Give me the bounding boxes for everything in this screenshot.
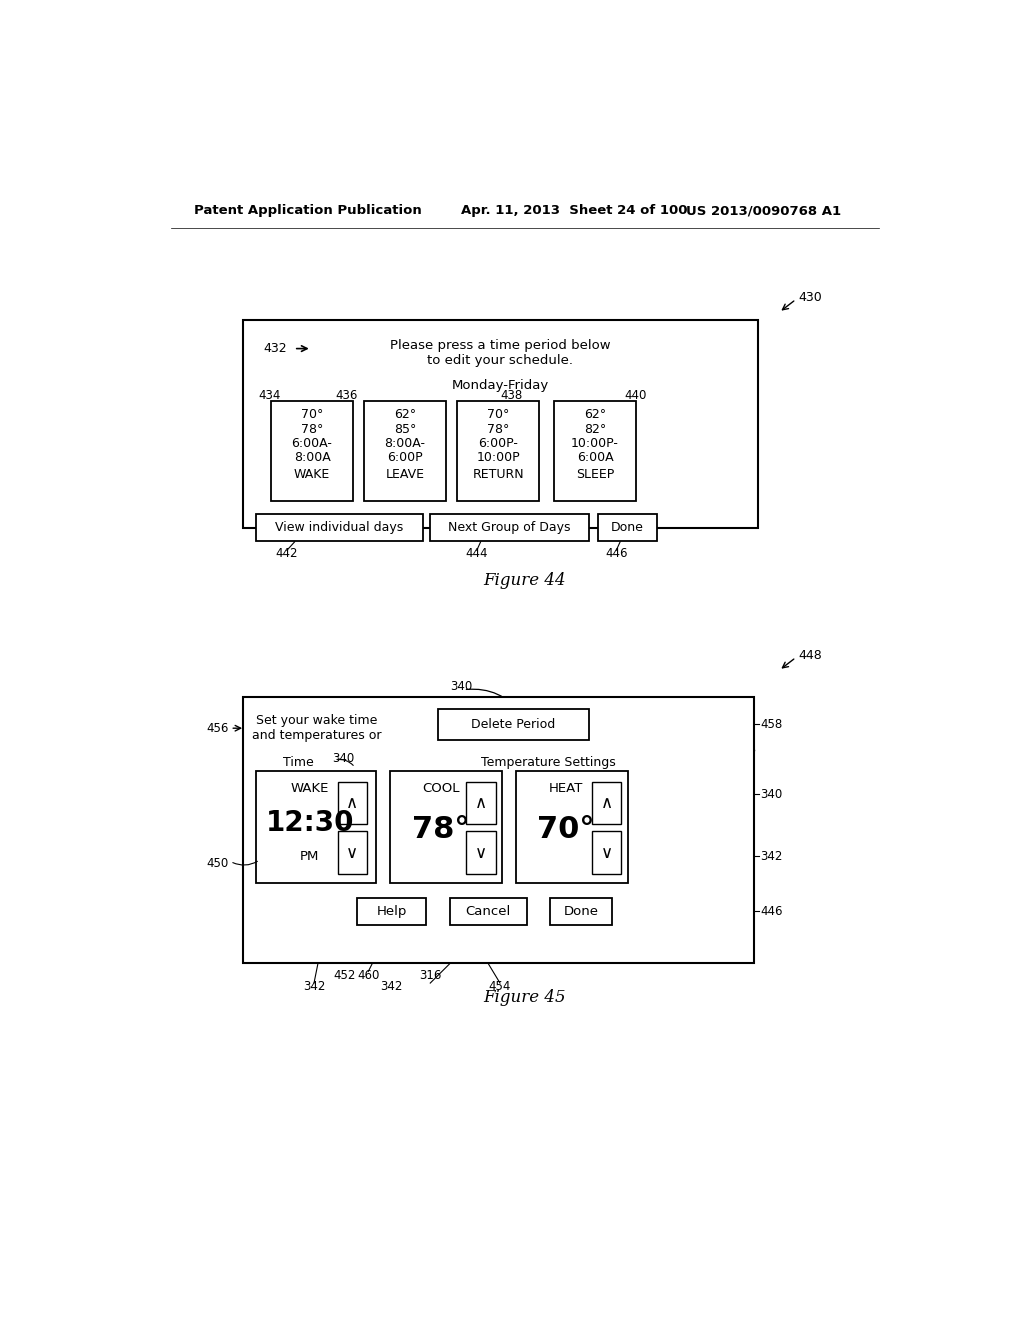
Text: Set your wake time: Set your wake time (256, 714, 377, 727)
Text: 340: 340 (451, 680, 472, 693)
Text: Next Group of Days: Next Group of Days (449, 520, 571, 533)
Text: 342: 342 (380, 979, 402, 993)
Text: 340: 340 (761, 788, 782, 801)
Text: ∨: ∨ (346, 843, 358, 862)
Text: View individual days: View individual days (275, 520, 403, 533)
Bar (550, 898, 612, 925)
Text: 460: 460 (357, 969, 380, 982)
Bar (466, 781, 496, 825)
Bar (438, 709, 589, 739)
Text: 78°: 78° (486, 422, 509, 436)
Text: and temperatures or: and temperatures or (252, 730, 381, 742)
Bar (271, 401, 352, 502)
Text: 85°: 85° (394, 422, 416, 436)
Bar (450, 898, 527, 925)
Text: Done: Done (611, 520, 644, 533)
Text: Monday-Friday: Monday-Friday (452, 379, 549, 392)
Bar (256, 515, 423, 541)
Bar (390, 771, 503, 883)
Text: HEAT: HEAT (549, 781, 584, 795)
Text: 430: 430 (799, 290, 822, 304)
Bar (598, 515, 656, 541)
Text: Temperature Settings: Temperature Settings (481, 756, 616, 770)
Text: 456: 456 (207, 722, 228, 735)
Text: 342: 342 (761, 850, 782, 862)
Text: 10:00P: 10:00P (476, 450, 520, 463)
Text: 78°: 78° (301, 422, 324, 436)
Text: 10:00P-: 10:00P- (571, 437, 618, 450)
Text: 82°: 82° (584, 422, 606, 436)
Text: WAKE: WAKE (294, 467, 330, 480)
Bar (338, 832, 367, 874)
Text: 448: 448 (799, 648, 822, 661)
Bar (466, 832, 496, 874)
Bar (592, 781, 622, 825)
Text: Done: Done (564, 906, 599, 917)
Text: 6:00P: 6:00P (387, 450, 423, 463)
Text: 452: 452 (334, 969, 356, 982)
Text: 78°: 78° (412, 814, 469, 843)
Text: 342: 342 (303, 979, 326, 993)
Text: SLEEP: SLEEP (575, 467, 614, 480)
Text: ∧: ∧ (475, 795, 487, 812)
Text: 62°: 62° (584, 408, 606, 421)
Bar (243, 321, 758, 528)
Text: 70°: 70° (301, 408, 324, 421)
Text: 70°: 70° (486, 408, 509, 421)
Text: 436: 436 (336, 389, 358, 403)
Text: ∧: ∧ (346, 795, 358, 812)
Text: ∨: ∨ (475, 843, 487, 862)
Text: 8:00A: 8:00A (294, 450, 331, 463)
Text: 432: 432 (263, 342, 288, 355)
Text: Figure 44: Figure 44 (483, 572, 566, 589)
Text: Delete Period: Delete Period (471, 718, 556, 731)
Text: 458: 458 (761, 718, 782, 731)
Text: 438: 438 (500, 389, 522, 403)
Text: 444: 444 (466, 546, 488, 560)
Text: 12:30: 12:30 (265, 809, 354, 837)
Bar (356, 898, 426, 925)
Text: 6:00A: 6:00A (577, 450, 613, 463)
Bar (592, 832, 622, 874)
Text: 62°: 62° (394, 408, 416, 421)
Text: 340: 340 (332, 751, 354, 764)
Text: COOL: COOL (422, 781, 460, 795)
Text: 70°: 70° (538, 814, 595, 843)
Text: ∨: ∨ (601, 843, 612, 862)
Text: 446: 446 (605, 546, 628, 560)
Text: PM: PM (300, 850, 319, 862)
Text: Figure 45: Figure 45 (483, 989, 566, 1006)
Bar (458, 401, 539, 502)
Text: 6:00A-: 6:00A- (292, 437, 333, 450)
Text: 454: 454 (488, 979, 511, 993)
Bar (256, 771, 376, 883)
Text: 316: 316 (419, 969, 441, 982)
Text: Cancel: Cancel (466, 906, 511, 917)
Text: 6:00P-: 6:00P- (478, 437, 518, 450)
Bar (243, 697, 755, 964)
Text: to edit your schedule.: to edit your schedule. (427, 354, 573, 367)
Text: Please press a time period below: Please press a time period below (390, 339, 610, 352)
Text: Apr. 11, 2013  Sheet 24 of 100: Apr. 11, 2013 Sheet 24 of 100 (461, 205, 688, 218)
Text: US 2013/0090768 A1: US 2013/0090768 A1 (686, 205, 841, 218)
Text: 442: 442 (275, 546, 298, 560)
Text: Time: Time (283, 756, 314, 770)
Bar (430, 515, 589, 541)
Text: WAKE: WAKE (291, 781, 329, 795)
Bar (338, 781, 367, 825)
Text: Help: Help (376, 906, 407, 917)
Text: ∧: ∧ (601, 795, 612, 812)
Text: 8:00A-: 8:00A- (385, 437, 426, 450)
Text: 446: 446 (761, 906, 783, 917)
Text: LEAVE: LEAVE (386, 467, 425, 480)
Bar (365, 401, 445, 502)
Text: 450: 450 (207, 857, 228, 870)
Text: RETURN: RETURN (472, 467, 524, 480)
Bar (554, 401, 636, 502)
Text: 440: 440 (624, 389, 646, 403)
Bar (515, 771, 628, 883)
Text: Patent Application Publication: Patent Application Publication (194, 205, 422, 218)
Text: 434: 434 (258, 389, 281, 403)
